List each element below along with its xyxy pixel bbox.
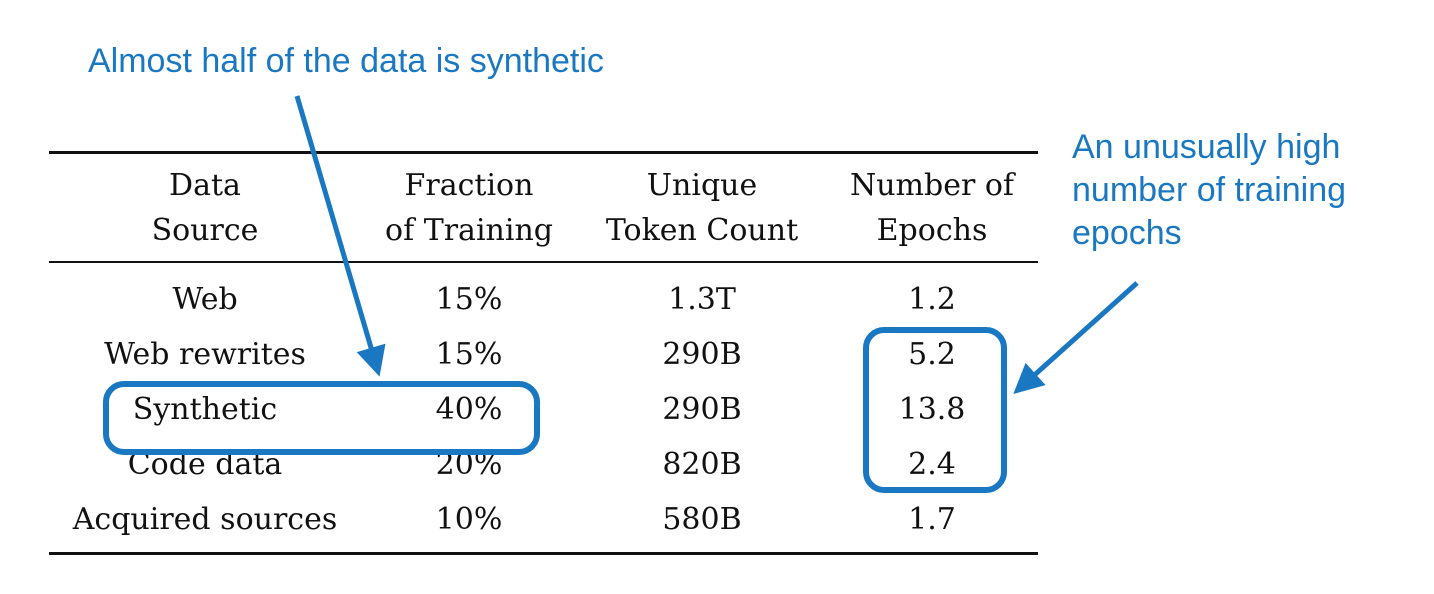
header-line: Token Count <box>605 213 799 248</box>
cell-token-count: 580B <box>662 502 742 537</box>
header-unique-token-count: Unique Token Count <box>606 163 798 253</box>
synthetic-arrow <box>294 95 386 377</box>
cell-source: Web rewrites <box>104 337 306 372</box>
cell-epochs: 1.7 <box>908 502 956 537</box>
cell-epochs: 13.8 <box>898 392 966 427</box>
cell-fraction: 10% <box>435 502 503 537</box>
cell-epochs: 5.2 <box>908 337 956 372</box>
cell-fraction: 40% <box>435 392 503 427</box>
synthetic-row-highlight-box <box>103 381 540 455</box>
table-header-rule <box>49 261 1038 263</box>
epochs-arrow <box>1013 281 1139 395</box>
cell-token-count: 1.3T <box>668 282 736 317</box>
epochs-annotation-line-3: epochs <box>1072 214 1182 252</box>
synthetic-annotation: Almost half of the data is synthetic <box>88 42 604 80</box>
cell-source: Web <box>172 282 238 317</box>
cell-source: Synthetic <box>132 392 278 427</box>
epochs-highlight-box <box>863 327 1007 493</box>
header-fraction-of-training: Fraction of Training <box>385 163 553 253</box>
cell-fraction: 15% <box>435 337 503 372</box>
header-line: of Training <box>385 213 553 248</box>
cell-epochs: 2.4 <box>908 447 956 482</box>
cell-token-count: 290B <box>662 337 742 372</box>
cell-fraction: 15% <box>435 282 503 317</box>
table-top-rule <box>49 151 1038 154</box>
cell-token-count: 290B <box>662 392 742 427</box>
header-line: Fraction <box>404 168 534 203</box>
header-data-source: Data Source <box>152 163 259 253</box>
table-bottom-rule <box>49 552 1038 555</box>
header-line: Source <box>151 213 259 248</box>
header-number-of-epochs: Number of Epochs <box>850 163 1014 253</box>
epochs-annotation-line-1: An unusually high <box>1072 128 1341 166</box>
cell-source: Acquired sources <box>72 502 338 537</box>
epochs-annotation: An unusually high number of training epo… <box>1072 127 1346 256</box>
header-line: Unique <box>646 168 758 203</box>
header-line: Epochs <box>876 213 988 248</box>
header-line: Data <box>169 168 241 203</box>
cell-epochs: 1.2 <box>908 282 956 317</box>
header-line: Number of <box>849 168 1015 203</box>
epochs-annotation-line-2: number of training <box>1072 171 1347 209</box>
cell-token-count: 820B <box>662 447 742 482</box>
